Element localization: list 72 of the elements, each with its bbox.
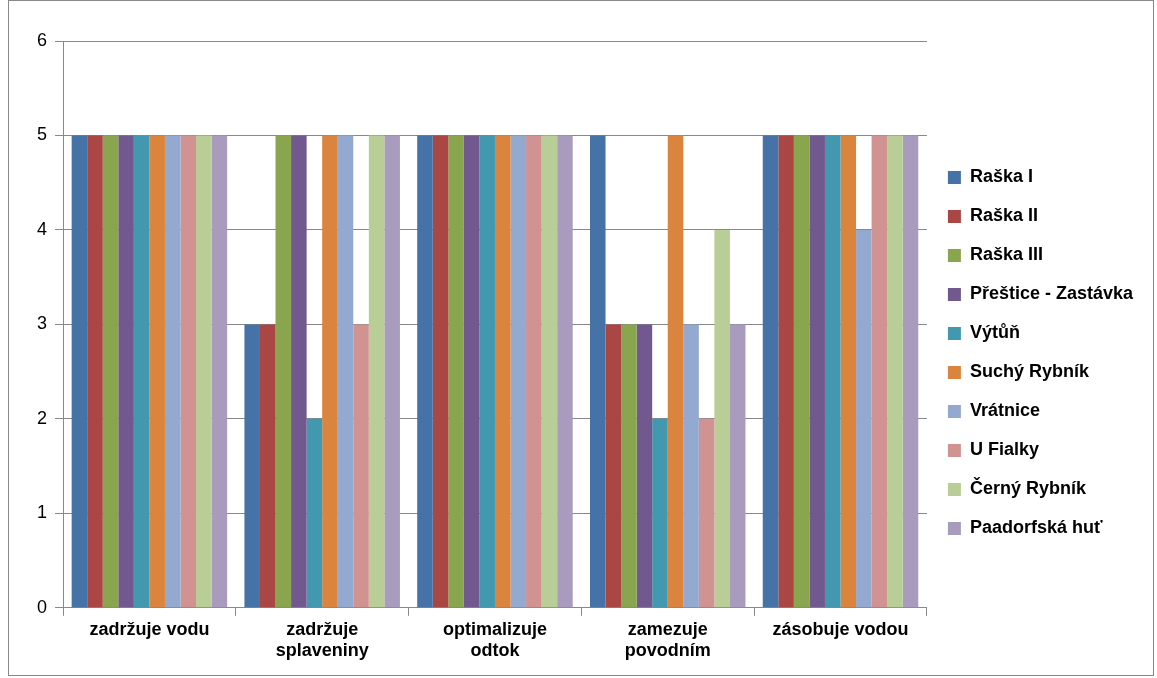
legend-label: Raška I: [969, 166, 1033, 187]
bar: [353, 324, 369, 608]
legend-label: U Fialky: [969, 439, 1039, 460]
y-tick-label: 4: [37, 218, 48, 239]
bar: [432, 135, 449, 608]
bar: [778, 135, 794, 608]
y-tick-label: 1: [37, 502, 48, 523]
bar: [417, 135, 433, 608]
bar: [621, 324, 637, 608]
bar: [510, 135, 527, 608]
y-tick-label: 6: [37, 29, 48, 50]
bar: [337, 135, 354, 608]
bar: [211, 135, 228, 608]
bar: [275, 135, 292, 608]
bar: [479, 135, 495, 608]
bar: [244, 324, 260, 608]
bar: [322, 135, 338, 608]
x-tick-label: zásobuje vodou: [772, 618, 909, 639]
bar: [652, 418, 668, 608]
x-tick-label: zadržuje splaveniny: [275, 618, 369, 661]
bar: [793, 135, 810, 608]
bar: [824, 135, 841, 608]
bar: [605, 324, 622, 608]
y-tick-label: 0: [37, 596, 48, 617]
bar: [729, 324, 746, 608]
bar: [762, 135, 779, 608]
bar: [448, 135, 464, 608]
y-tick-label: 3: [37, 313, 48, 334]
bar: [196, 135, 212, 608]
x-tick-label: optimalizuje odtok: [442, 618, 547, 661]
y-tick-label: 5: [37, 124, 48, 145]
x-tick-label: zadržuje vodu: [89, 618, 210, 639]
bar: [259, 324, 276, 608]
bar: [291, 135, 307, 608]
bar: [557, 135, 573, 608]
legend-label: Přeštice - Zastávka: [969, 283, 1134, 304]
legend-label: Černý Rybník: [969, 477, 1087, 499]
legend-label: Paadorfská huť: [969, 517, 1103, 538]
legend-label: Raška II: [969, 205, 1038, 226]
bar: [809, 135, 825, 608]
bar: [306, 418, 323, 608]
bar: [636, 324, 653, 608]
legend-label: Raška III: [969, 244, 1043, 265]
bar: [856, 229, 872, 608]
bar: [118, 135, 134, 608]
bar: [494, 135, 511, 608]
bar: [368, 135, 385, 608]
legend-label: Suchý Rybník: [969, 361, 1090, 382]
bar: [683, 324, 699, 608]
bar: [149, 135, 165, 608]
bar: [463, 135, 480, 608]
bar: [102, 135, 119, 608]
bar: [526, 135, 542, 608]
bar: [667, 135, 684, 608]
bar: [589, 135, 606, 608]
bar: [71, 135, 88, 608]
bar: [133, 135, 150, 608]
bar: [698, 418, 715, 608]
bar: [180, 135, 197, 608]
bar: [871, 135, 888, 608]
bar: [164, 135, 181, 608]
legend-label: Vrátnice: [969, 400, 1040, 421]
bar: [87, 135, 103, 608]
bar: [840, 135, 857, 608]
bar: [902, 135, 919, 608]
legend-label: Výtůň: [969, 322, 1020, 343]
x-tick-label: zamezuje povodním: [624, 618, 711, 661]
y-tick-label: 2: [37, 407, 48, 428]
bar: [541, 135, 558, 608]
bar: [887, 135, 903, 608]
bar: [714, 229, 730, 608]
bar: [384, 135, 400, 608]
